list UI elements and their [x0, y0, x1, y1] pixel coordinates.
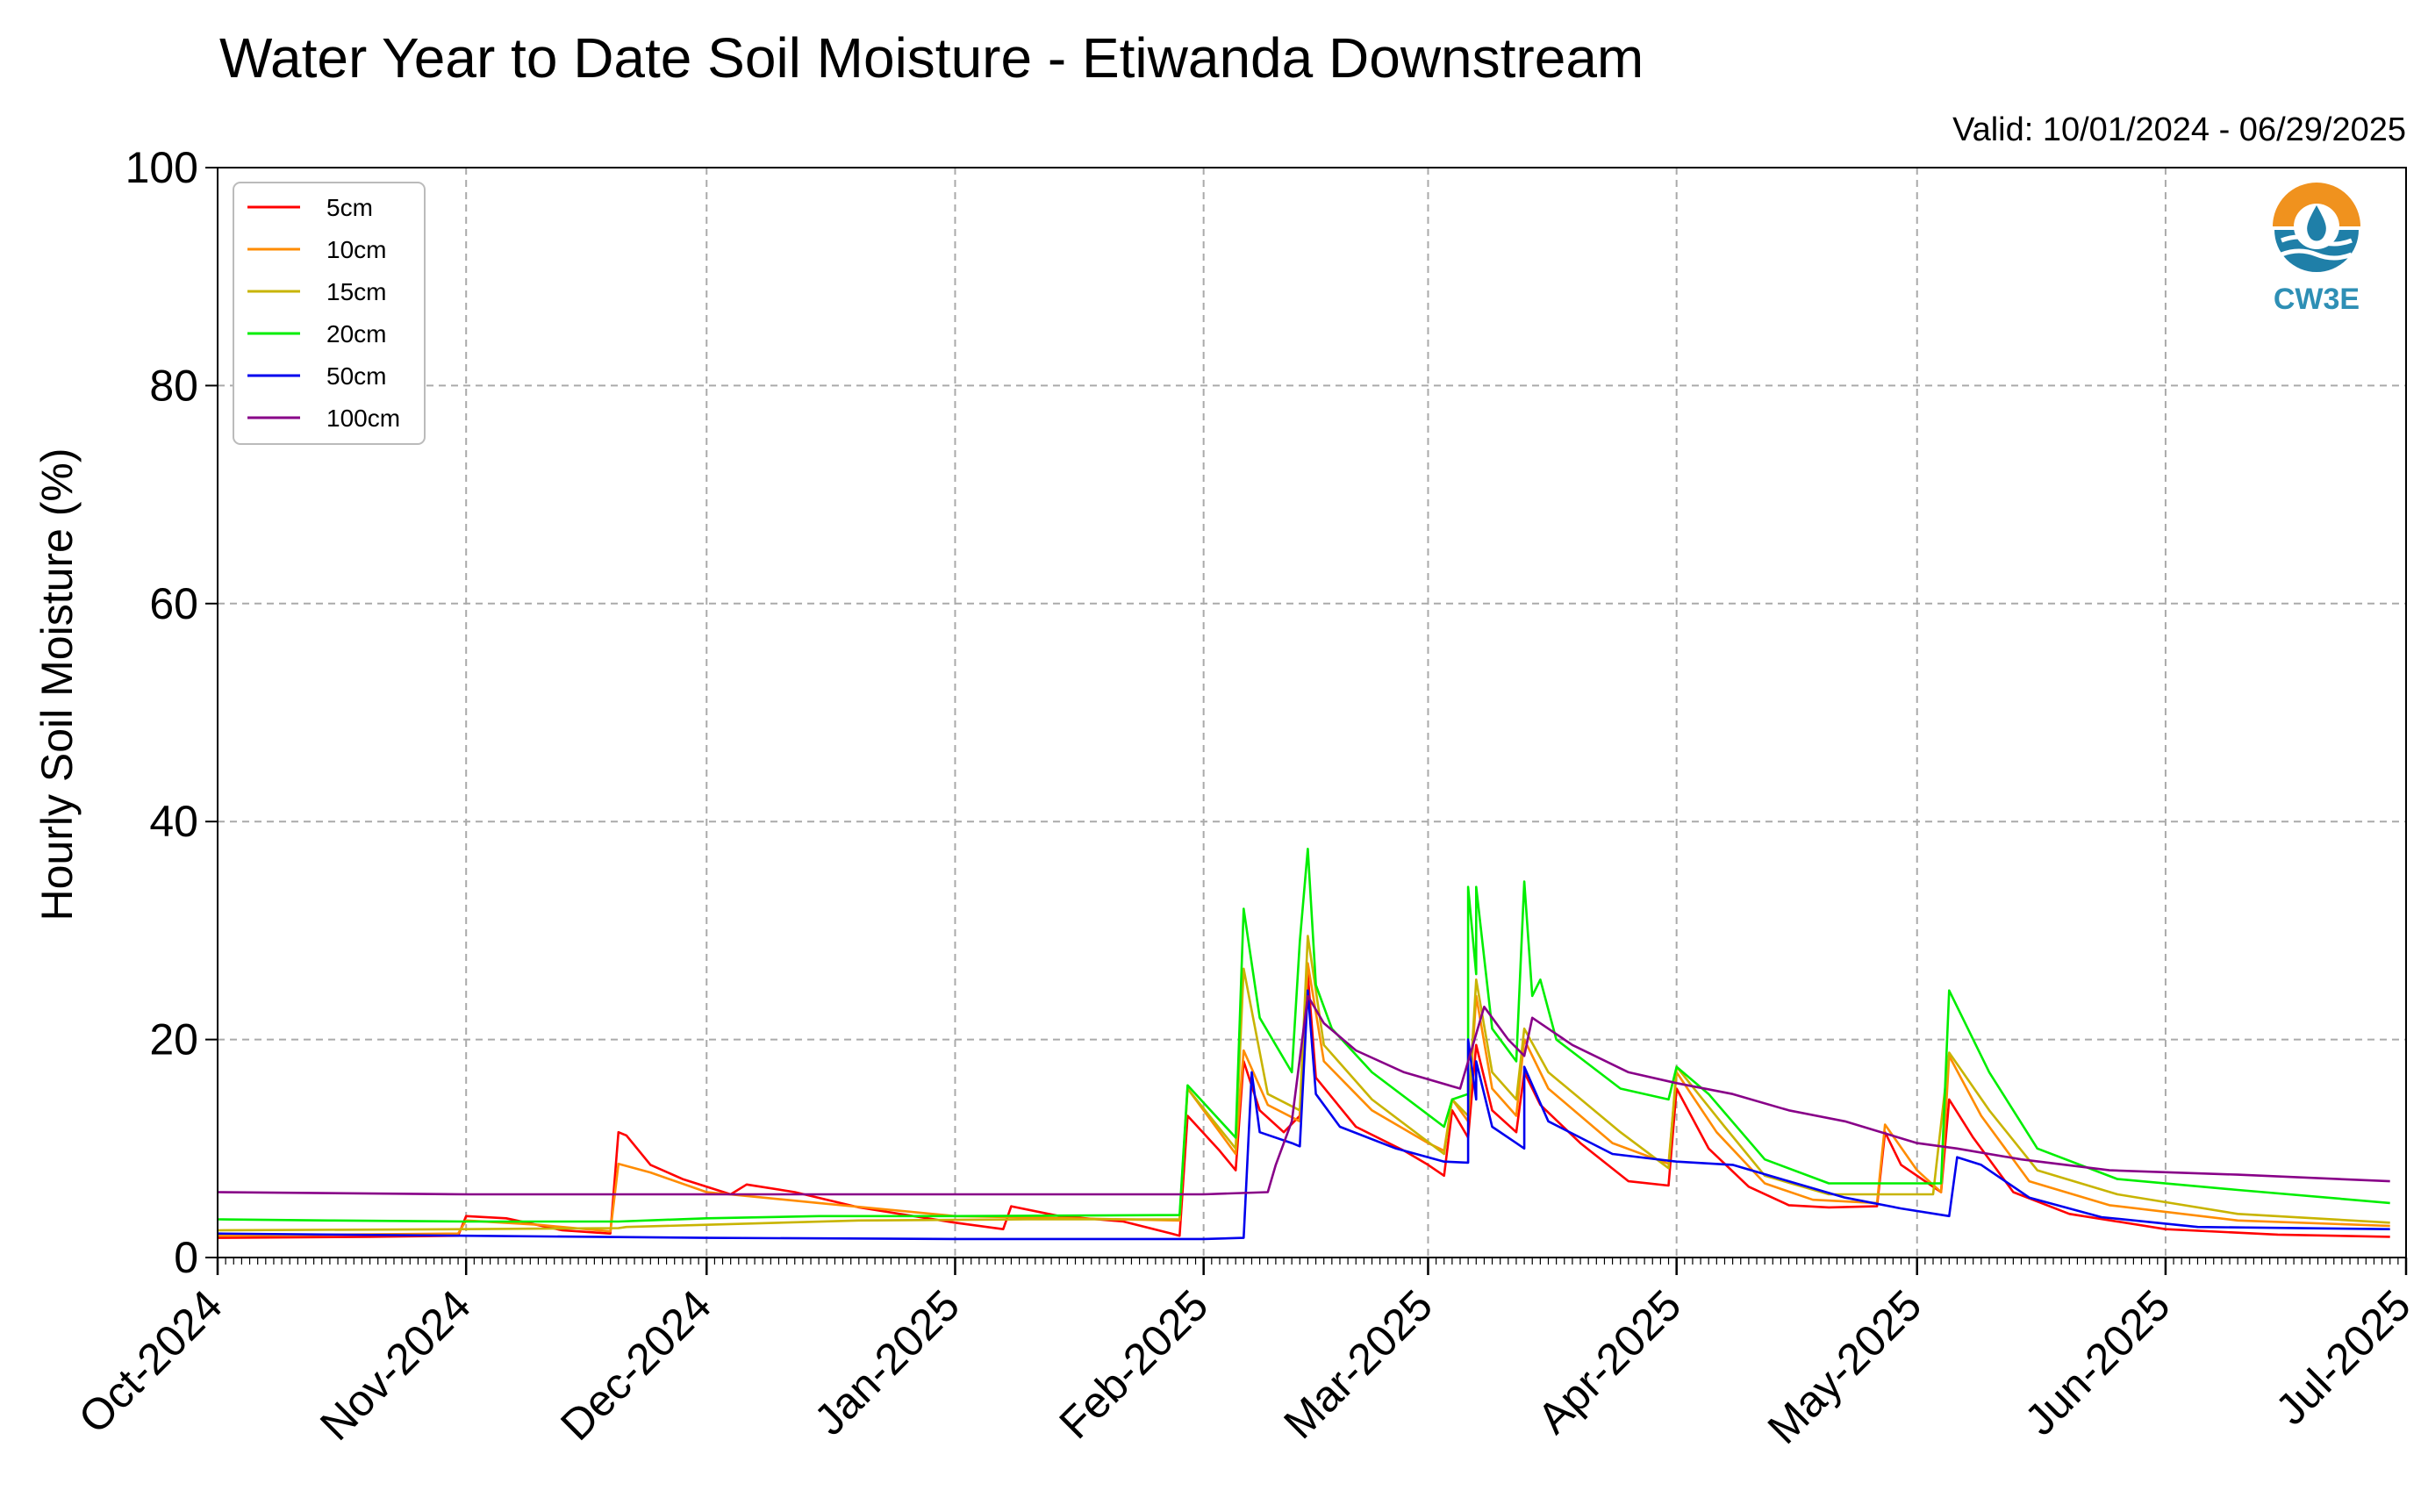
chart-title: Water Year to Date Soil Moisture - Etiwa… — [219, 26, 1644, 90]
y-tick-label: 0 — [174, 1233, 198, 1282]
y-tick-label: 80 — [149, 361, 198, 410]
x-tick-label: Nov-2024 — [311, 1280, 480, 1450]
x-tick-label: Apr-2025 — [1528, 1280, 1690, 1443]
series-line-5cm — [217, 972, 2390, 1239]
logo-text: CW3E — [2274, 283, 2360, 316]
y-tick-labels: 0 20 40 60 80 100 — [125, 143, 198, 1282]
x-tick-label: Jun-2025 — [2016, 1280, 2180, 1444]
grid — [217, 167, 2407, 1258]
plot-frame — [217, 167, 2407, 1258]
legend-label-100cm: 100cm — [326, 405, 400, 432]
legend-label-5cm: 5cm — [326, 194, 373, 221]
y-tick-label: 100 — [125, 143, 198, 192]
y-axis-label: Hourly Soil Moisture (%) — [32, 448, 82, 921]
x-tick-label: Feb-2025 — [1049, 1280, 1217, 1448]
x-tick-label: Oct-2024 — [69, 1280, 232, 1443]
valid-date-range: Valid: 10/01/2024 - 06/29/2025 — [1952, 111, 2406, 148]
x-tick-label: Jan-2025 — [805, 1280, 969, 1444]
axis-ticks — [205, 167, 2408, 1275]
y-tick-label: 60 — [149, 579, 198, 628]
cw3e-logo: CW3E — [2271, 183, 2362, 316]
logo-drop-icon — [2307, 205, 2326, 241]
legend-label-15cm: 15cm — [326, 278, 386, 305]
series-line-50cm — [217, 989, 2390, 1241]
y-tick-label: 40 — [149, 797, 198, 846]
series-lines — [217, 847, 2390, 1241]
legend: 5cm 10cm 15cm 20cm 50cm 100cm — [233, 182, 426, 445]
legend-label-50cm: 50cm — [326, 362, 386, 390]
x-tick-label: Dec-2024 — [551, 1280, 720, 1450]
series-line-100cm — [217, 994, 2390, 1196]
x-tick-label: Jul-2025 — [2267, 1280, 2420, 1434]
logo-wave-icon — [2281, 248, 2353, 261]
x-tick-label: Mar-2025 — [1274, 1280, 1442, 1448]
x-tick-label: May-2025 — [1758, 1280, 1931, 1453]
legend-label-20cm: 20cm — [326, 320, 386, 348]
logo-water-icon — [2274, 230, 2359, 272]
y-tick-label: 20 — [149, 1015, 198, 1064]
x-tick-labels: Oct-2024 Nov-2024 Dec-2024 Jan-2025 Feb-2025… — [69, 1280, 2420, 1453]
legend-label-10cm: 10cm — [326, 236, 386, 263]
